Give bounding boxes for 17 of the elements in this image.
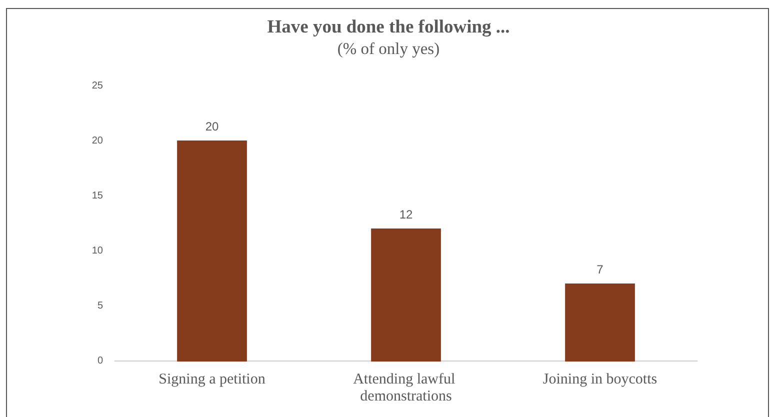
bar: [371, 228, 441, 362]
y-tick-label: 15: [92, 190, 104, 202]
x-tick-label: Joining in boycotts: [542, 372, 658, 388]
data-label: 20: [205, 120, 219, 134]
y-tick-label: 25: [92, 80, 104, 92]
y-tick-label: 20: [92, 136, 104, 146]
chart-subtitle: (% of only yes): [337, 39, 440, 58]
chart-title: Have you done the following ...: [267, 18, 510, 38]
y-tick-label: 0: [97, 356, 104, 366]
x-tick-label: Signing a petition: [158, 372, 266, 388]
y-tick-label: 10: [92, 246, 104, 256]
bar: [177, 140, 247, 362]
y-tick-label: 5: [97, 300, 104, 312]
x-tick-label: Attending lawful demonstrations: [353, 372, 459, 404]
data-label: 12: [399, 208, 413, 222]
bar: [565, 284, 635, 362]
data-label: 7: [596, 262, 604, 276]
